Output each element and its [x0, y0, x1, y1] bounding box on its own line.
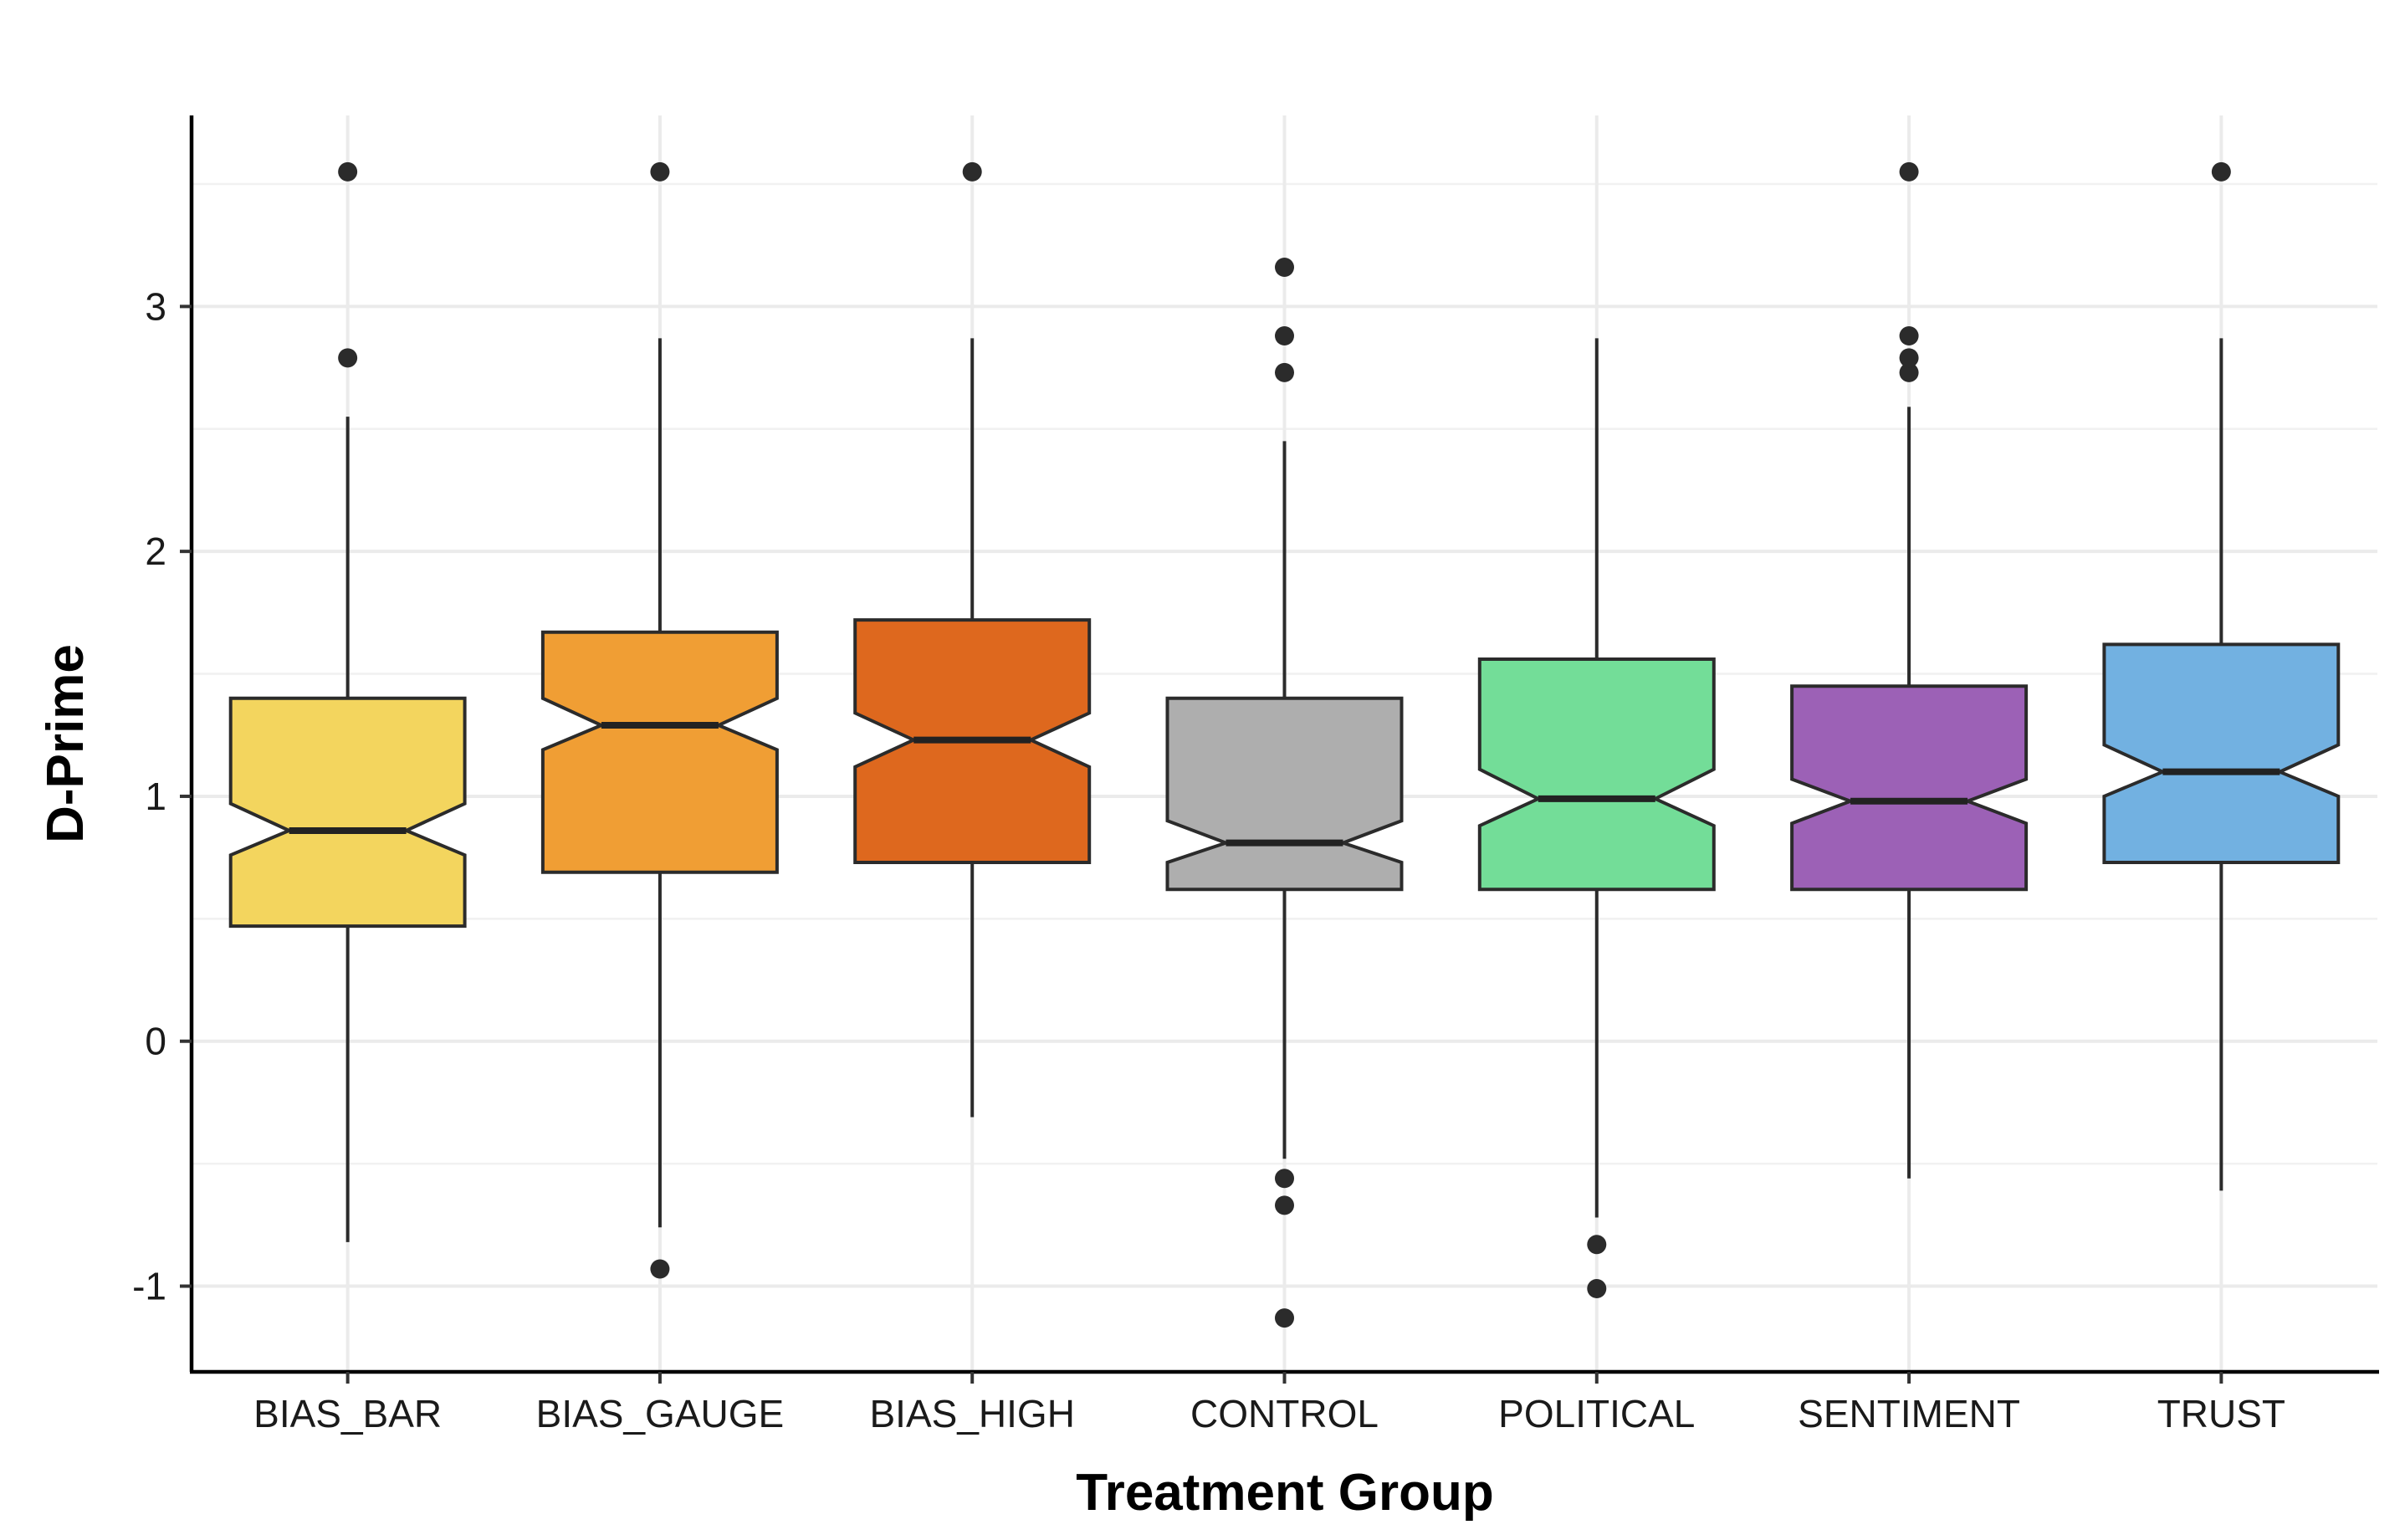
notched-box	[1477, 657, 1716, 892]
outlier-point	[1275, 1308, 1294, 1328]
notched-box	[540, 630, 779, 874]
y-tick-label: -1	[132, 1265, 166, 1308]
outlier-point	[1899, 161, 1919, 182]
y-tick-label: 3	[145, 284, 166, 328]
outlier-point	[1275, 1169, 1294, 1189]
outlier-point	[962, 161, 982, 182]
notched-box	[228, 696, 467, 929]
x-tick-label: BIAS_HIGH	[870, 1392, 1075, 1435]
outlier-point	[1275, 362, 1294, 382]
x-tick-label: BIAS_GAUGE	[536, 1392, 785, 1435]
x-tick-label: POLITICAL	[1498, 1392, 1695, 1435]
box-group	[540, 161, 779, 1279]
outlier-point	[1275, 258, 1294, 278]
outlier-point	[1899, 348, 1919, 368]
box-group	[228, 161, 467, 1242]
box-group	[853, 161, 1092, 1118]
y-axis-title: D-Prime	[37, 644, 95, 843]
outlier-point	[1587, 1235, 1607, 1255]
notched-box	[1790, 684, 2029, 892]
outlier-point	[650, 1259, 670, 1279]
box-group	[1790, 161, 2029, 1179]
x-tick-label: TRUST	[2157, 1392, 2285, 1435]
y-tick-label: 1	[145, 775, 166, 818]
x-axis-title: Treatment Group	[1076, 1464, 1494, 1522]
box-group	[1477, 338, 1716, 1298]
outlier-point	[1587, 1278, 1607, 1298]
box-group	[1165, 258, 1404, 1328]
notched-box	[2102, 642, 2341, 864]
box-series	[228, 161, 2341, 1328]
y-tick-label: 0	[145, 1020, 166, 1063]
outlier-point	[2211, 161, 2231, 182]
outlier-point	[1275, 326, 1294, 346]
outlier-point	[1899, 326, 1919, 346]
x-tick-label: CONTROL	[1190, 1392, 1379, 1435]
outlier-point	[338, 161, 358, 182]
box-group	[2102, 161, 2341, 1191]
x-tick-label: SENTIMENT	[1798, 1392, 2020, 1435]
tick-labels: -1 0 1 2 3 BIAS_BAR BIAS_GAUGE BIAS_HIGH CONTROL…	[132, 284, 2285, 1435]
x-tick-label: BIAS_BAR	[253, 1392, 442, 1435]
notched-box	[1165, 696, 1404, 892]
outlier-point	[650, 161, 670, 182]
y-tick-label: 2	[145, 530, 166, 573]
outlier-point	[338, 348, 358, 368]
outlier-point	[1899, 362, 1919, 382]
outlier-point	[1275, 1195, 1294, 1215]
